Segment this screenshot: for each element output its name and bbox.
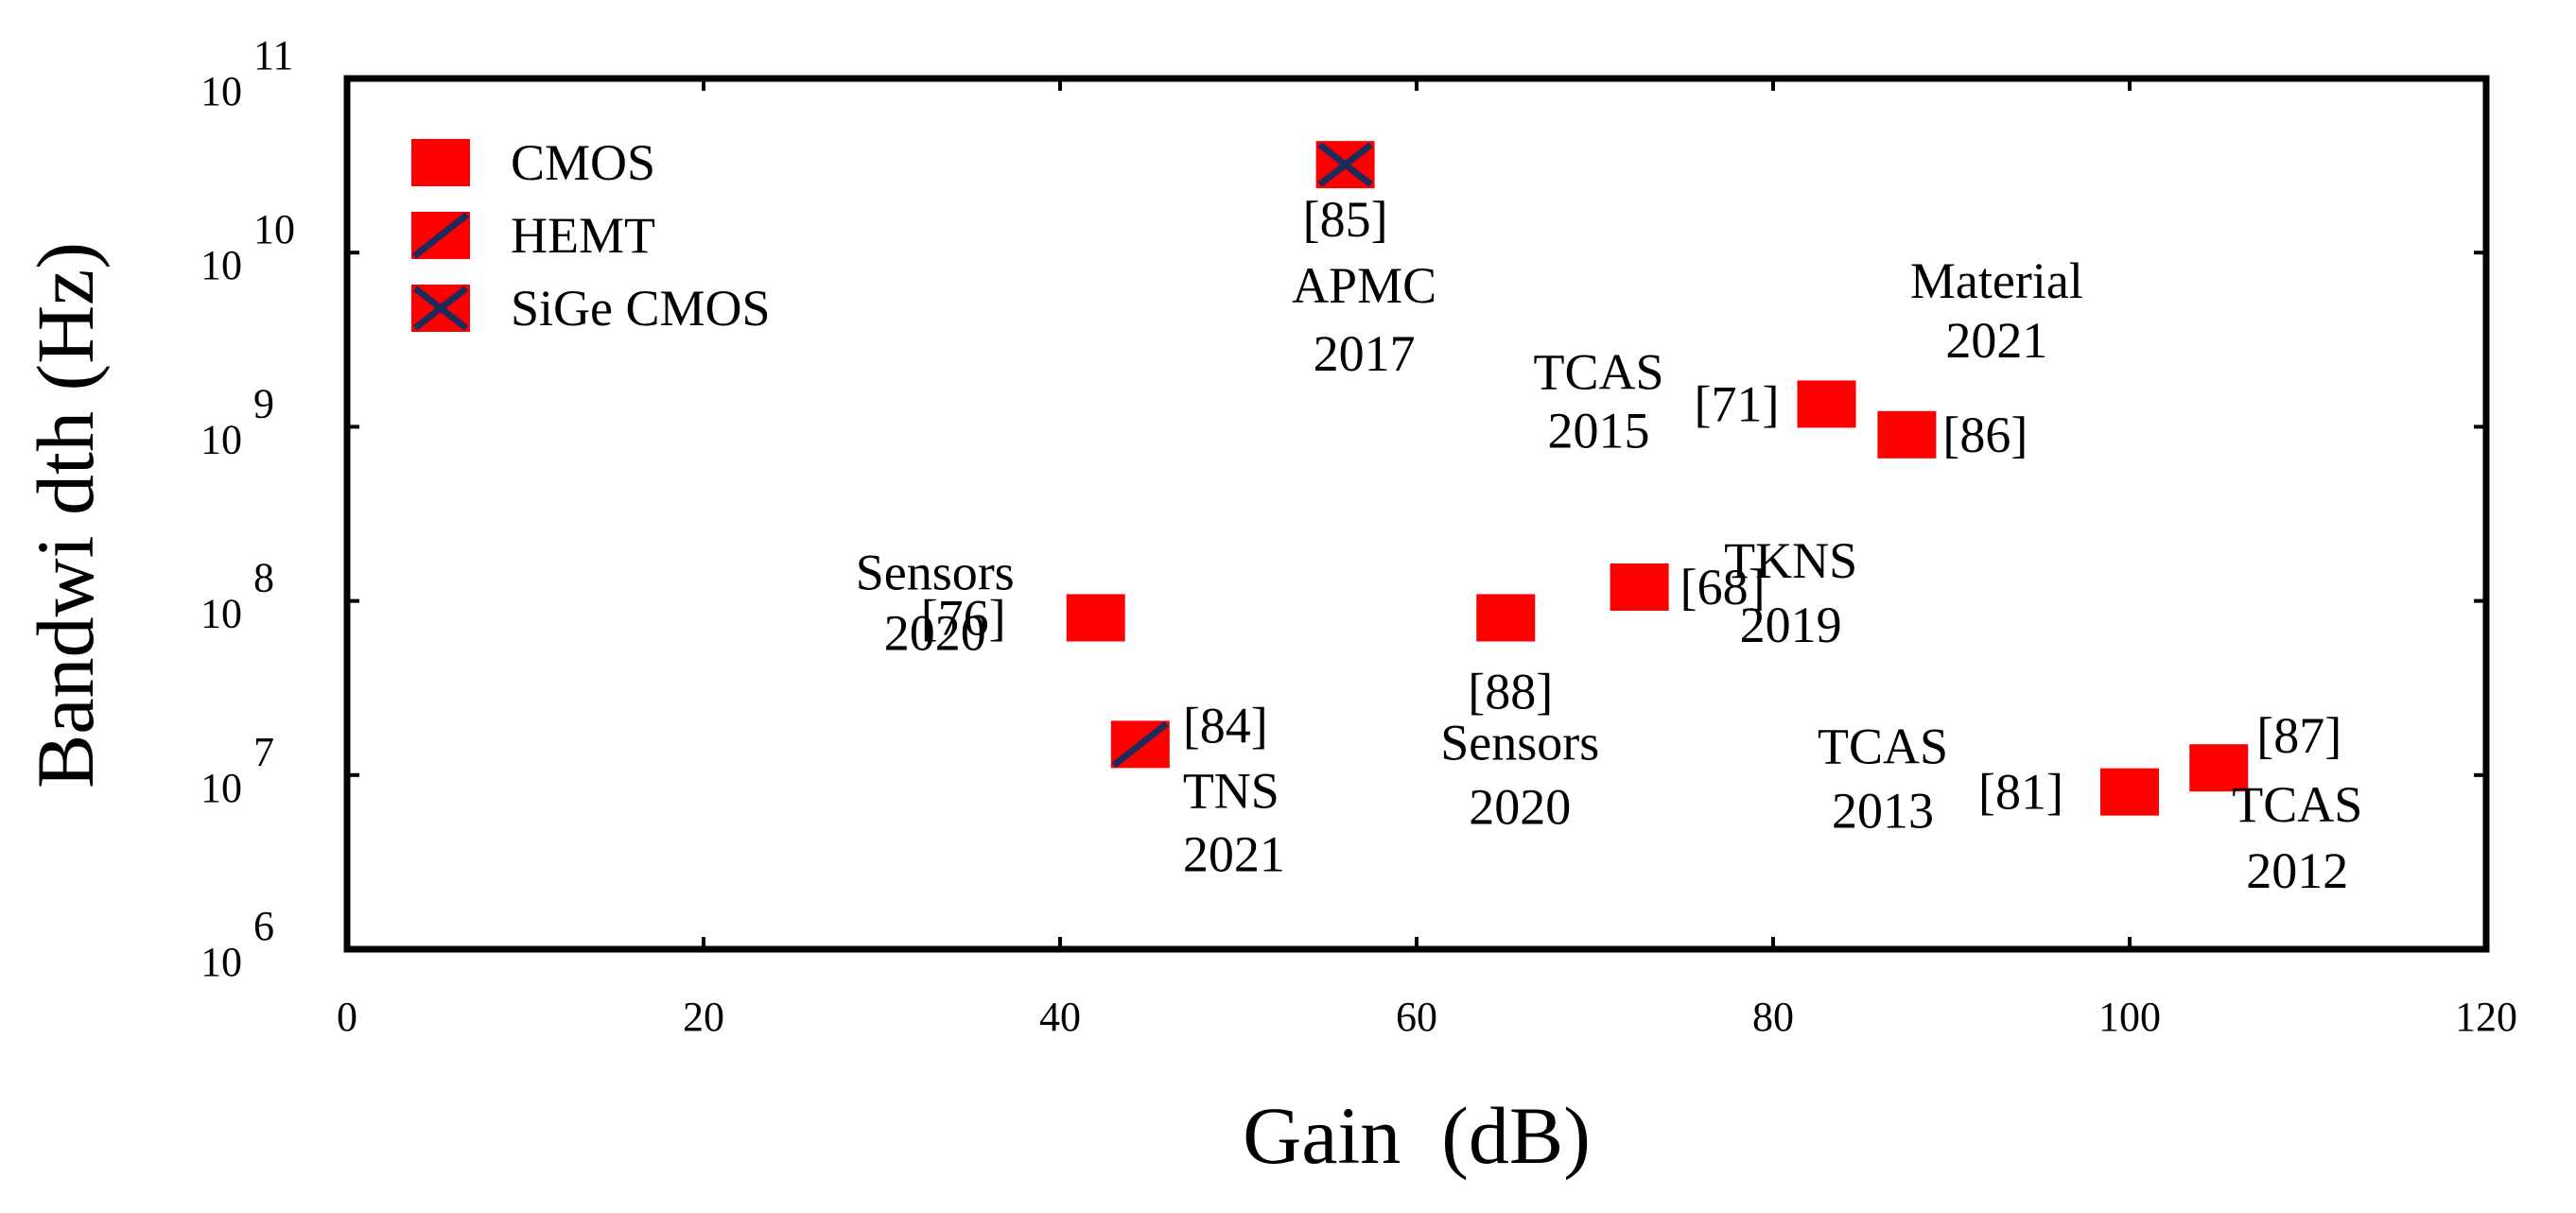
point-annotations: [76]Sensors2020[84]TNS2021[85]APMC2017[8…: [856, 191, 2363, 899]
legend-marker: [411, 139, 470, 186]
y-tick-exponent: 10: [253, 206, 295, 252]
data-point: [1610, 563, 1669, 612]
point-venue-label: TCAS: [2232, 776, 2362, 833]
legend: CMOS HEMT SiGe CMOS: [411, 134, 771, 337]
point-ref-label: [71]: [1695, 375, 1780, 432]
point-year-label: 2015: [1548, 402, 1650, 459]
x-tick-label: 60: [1396, 994, 1437, 1040]
data-point: [1476, 594, 1536, 642]
x-tick-label: 80: [1752, 994, 1794, 1040]
x-tick-label: 20: [683, 994, 724, 1040]
point-ref-label: [76]: [921, 589, 1006, 646]
point-year-label: 2021: [1183, 825, 1285, 882]
y-tick-exponent: 6: [253, 903, 274, 949]
point-year-label: 2013: [1832, 783, 1934, 840]
legend-label: HEMT: [511, 207, 655, 264]
point-ref-label: [86]: [1942, 407, 2028, 463]
point-ref-label: [81]: [1978, 764, 2063, 821]
y-tick-exponent: 7: [253, 729, 274, 775]
point-year-label: 2020: [884, 604, 986, 661]
legend-marker: [411, 285, 470, 332]
point-venue-label: Sensors: [1440, 714, 1599, 771]
y-tick-label: 10: [200, 68, 242, 114]
point-ref-label: [87]: [2256, 707, 2341, 764]
data-point: [2189, 744, 2249, 792]
y-tick-exponent: 8: [253, 555, 274, 601]
point-year-label: 2012: [2246, 842, 2348, 899]
point-venue-label: TCAS: [1534, 343, 1664, 400]
y-tick-label: 10: [200, 242, 242, 288]
data-point: [2100, 768, 2159, 816]
point-venue-label: APMC: [1292, 257, 1436, 314]
data-point: [1797, 380, 1856, 428]
point-year-label: 2017: [1314, 325, 1416, 382]
y-tick-exponent: 9: [253, 380, 274, 426]
x-tick-label: 100: [2098, 994, 2161, 1040]
point-venue-label: TKNS: [1724, 532, 1857, 589]
plot-frame: [343, 75, 2490, 953]
data-point: [1110, 720, 1170, 769]
point-venue-label: Sensors: [856, 544, 1015, 600]
point-ref-label: [68]: [1680, 559, 1766, 615]
y-tick-exponent: 11: [253, 32, 293, 78]
x-tick-label: 0: [337, 994, 357, 1040]
data-markers: [1066, 141, 2249, 816]
legend-marker: [411, 212, 470, 259]
point-venue-label: TCAS: [1818, 719, 1948, 775]
y-axis-title: Bandwi dth (Hz): [20, 242, 111, 788]
point-year-label: 2019: [1740, 597, 1842, 653]
y-tick-label: 10: [200, 939, 242, 985]
point-year-label: 2021: [1945, 312, 2047, 369]
y-tick-label: 10: [200, 765, 242, 811]
point-ref-label: [88]: [1468, 663, 1553, 719]
point-venue-label: Material: [1910, 252, 2083, 309]
legend-label: CMOS: [511, 134, 655, 191]
y-tick-label: 10: [200, 416, 242, 462]
point-ref-label: [84]: [1183, 697, 1268, 754]
x-tick-label: 120: [2455, 994, 2517, 1040]
y-tick-label: 10: [200, 591, 242, 637]
data-point: [1315, 141, 1375, 189]
x-axis-title: Gain (dB): [1243, 1090, 1591, 1181]
point-ref-label: [85]: [1303, 191, 1388, 248]
legend-label: SiGe CMOS: [511, 280, 771, 337]
data-point: [1877, 410, 1937, 459]
data-point: [1066, 594, 1125, 642]
point-year-label: 2020: [1469, 778, 1571, 835]
point-venue-label: TNS: [1183, 762, 1279, 819]
x-tick-label: 40: [1039, 994, 1081, 1040]
